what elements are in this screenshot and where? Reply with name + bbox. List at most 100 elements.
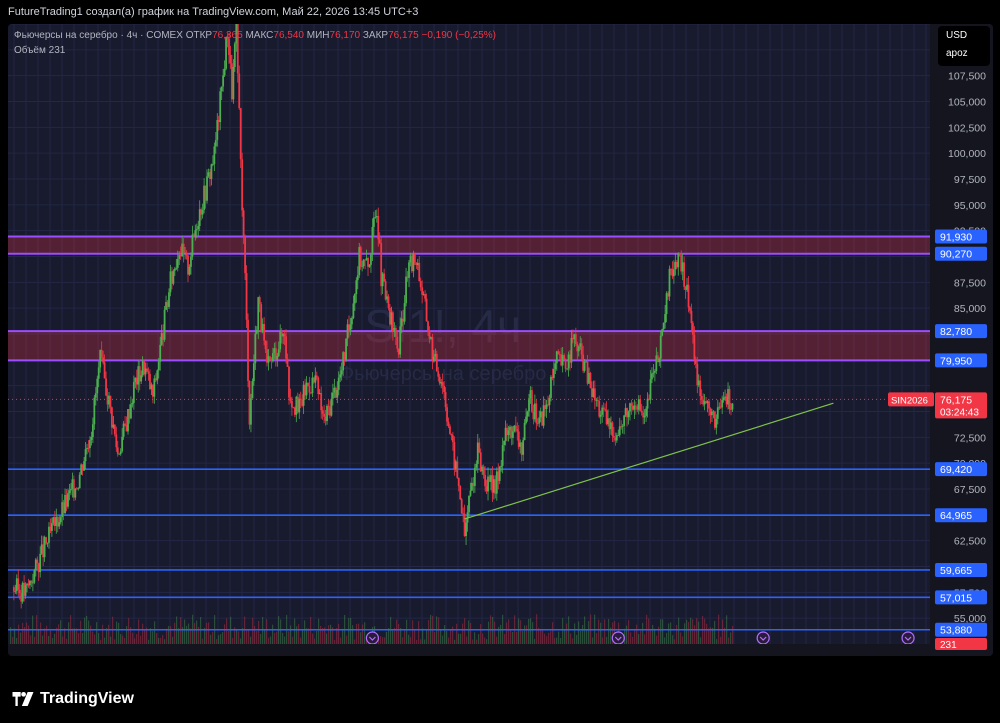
candle-body [324, 416, 327, 422]
volume-bar [30, 635, 32, 644]
candle-body [140, 375, 143, 382]
candle-body [132, 382, 135, 403]
ohlc-legend: Фьючерсы на серебро · 4ч · COMEX ОТКР76,… [14, 30, 496, 41]
candle-body [165, 302, 167, 310]
volume-bar [634, 629, 636, 644]
candle-body [367, 257, 369, 267]
volume-bar [110, 636, 112, 644]
volume-bar [410, 637, 412, 644]
candle-body [339, 374, 342, 378]
candle-body [699, 380, 702, 397]
candle-body [242, 210, 245, 237]
volume-legend: Объём 231 [14, 45, 65, 56]
support-1-label: 64,965 [940, 510, 972, 522]
candle-body [690, 310, 693, 324]
event-marker-1 [611, 631, 625, 645]
last-price-tag [935, 392, 987, 419]
volume-bar [728, 637, 730, 644]
volume-bar [322, 627, 324, 644]
candle-body [321, 410, 324, 414]
volume-bar [366, 639, 368, 644]
volume-bar [236, 629, 238, 644]
volume-bar [480, 624, 482, 644]
candle-body [488, 476, 491, 482]
currency-label[interactable]: USD [946, 30, 968, 41]
candle-body [465, 522, 467, 537]
candle-body [680, 255, 683, 272]
candle-body [96, 378, 99, 394]
volume-bar [320, 625, 322, 644]
candle-body [640, 410, 643, 413]
candle-body [225, 36, 227, 69]
candle-body [274, 348, 277, 360]
candle-body [239, 108, 242, 160]
candle-body [362, 259, 365, 267]
candle-body [672, 269, 675, 277]
volume-bar [666, 632, 668, 644]
volume-bar [500, 624, 502, 644]
candle-body [387, 296, 390, 308]
volume-bar [58, 624, 60, 644]
tradingview-brand[interactable]: TradingView [12, 690, 134, 708]
event-marker-icon-0 [368, 636, 376, 641]
volume-bar [98, 633, 100, 644]
volume-bar [284, 636, 286, 644]
volume-bar [324, 627, 326, 644]
volume-bar [202, 638, 204, 644]
candle-body [359, 247, 362, 267]
volume-bar [198, 626, 200, 644]
candle-body [223, 68, 226, 76]
volume-bar [14, 628, 16, 644]
currency-unit-box[interactable]: USD apoz [938, 26, 990, 66]
low-value: 76,170 [329, 30, 361, 41]
resistance-high-1-label: 82,780 [940, 326, 972, 338]
candle-body [731, 403, 734, 410]
resistance-low-1-tag [935, 353, 987, 368]
candle-body [437, 371, 440, 377]
candle-body [624, 408, 627, 416]
volume-bar [326, 633, 328, 644]
volume-bar [252, 617, 254, 644]
candle-body [636, 406, 639, 410]
volume-bar [540, 630, 542, 644]
candle-body [656, 355, 659, 363]
candle-body [62, 502, 65, 514]
candle-body [655, 355, 658, 371]
volume-bar [296, 626, 298, 644]
candle-body [358, 247, 361, 276]
candle-body [34, 559, 37, 571]
candle-body [304, 384, 306, 396]
candle-body [236, 24, 239, 74]
candle-body [157, 361, 160, 371]
volume-bar [168, 625, 170, 644]
candle-body [531, 390, 533, 412]
volume-bar [82, 632, 84, 644]
volume-bar [144, 629, 146, 644]
volume-bar [714, 620, 716, 644]
candle-body [601, 407, 604, 415]
volume-bar [486, 639, 488, 644]
candle-body [588, 372, 590, 384]
candle-body [30, 580, 33, 583]
candle-body [541, 411, 544, 426]
volume-bar [68, 622, 70, 644]
candle-body [668, 268, 671, 297]
volume-bar [470, 622, 472, 644]
volume-bar [306, 628, 308, 644]
candle-body [503, 440, 506, 446]
scale-mode-label[interactable]: apoz [946, 48, 968, 59]
volume-bar [290, 625, 292, 644]
candle-body [154, 378, 157, 381]
volume-bar [704, 618, 706, 644]
candle-body [175, 267, 178, 269]
volume-bar [664, 637, 666, 644]
candle-body [598, 401, 601, 417]
volume-bar [574, 623, 576, 644]
volume-bar [696, 618, 698, 644]
candle-body [295, 396, 298, 415]
volume-bar [204, 627, 206, 644]
volume-bar [142, 623, 144, 644]
candle-body [686, 284, 688, 290]
